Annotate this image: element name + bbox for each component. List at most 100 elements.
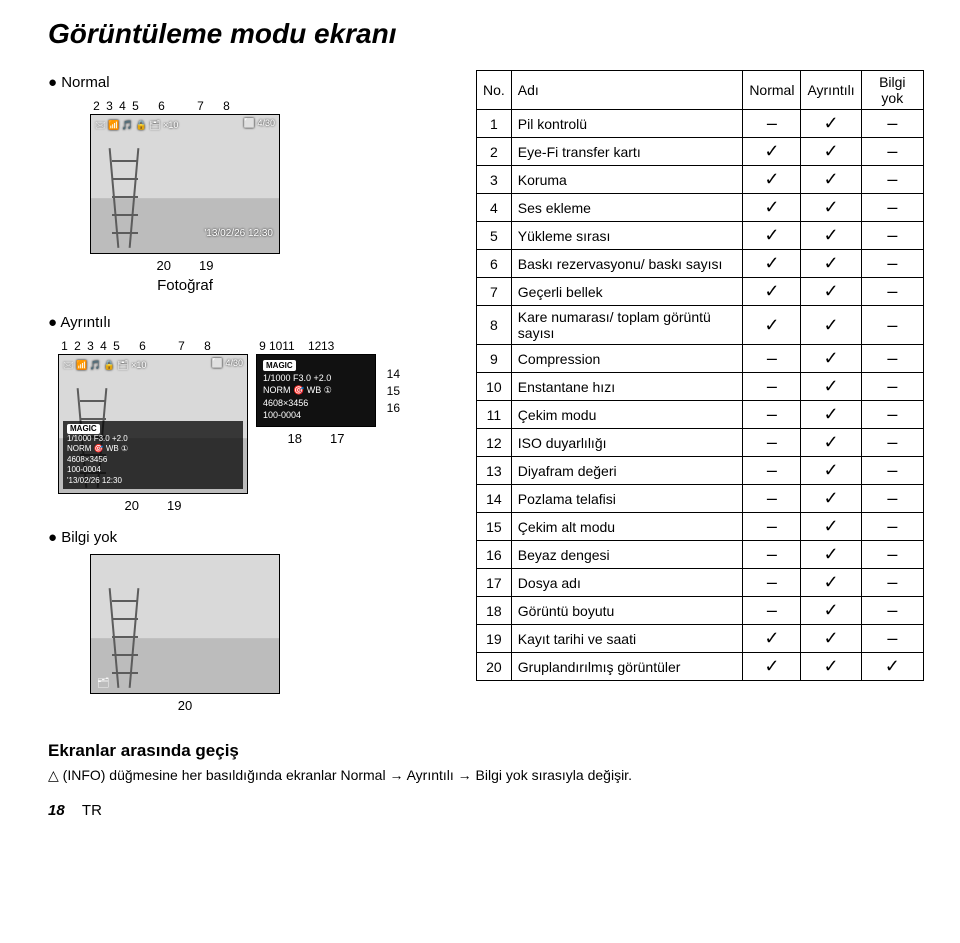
cell-mark: ✓ — [801, 513, 861, 541]
cell-no: 18 — [477, 597, 512, 625]
table-row: 19Kayıt tarihi ve saati✓✓– — [477, 625, 924, 653]
status-icons-2: 🖂 📶 🎵 🔒 🗂 ×10 — [63, 358, 146, 374]
mode-none-label: ● Bilgi yok — [48, 529, 458, 546]
cell-mark: – — [861, 222, 923, 250]
table-row: 17Dosya adı–✓– — [477, 569, 924, 597]
cell-name: Diyafram değeri — [511, 457, 743, 485]
cell-mark: ✓ — [743, 166, 801, 194]
cell-no: 8 — [477, 306, 512, 345]
cell-name: ISO duyarlılığı — [511, 429, 743, 457]
frame-counter: ⬜ 4/30 — [244, 118, 275, 134]
cell-mark: ✓ — [743, 306, 801, 345]
th-2: Normal — [743, 71, 801, 110]
callout-num: 9 — [256, 339, 269, 353]
cell-mark: ✓ — [801, 373, 861, 401]
cell-mark: ✓ — [801, 250, 861, 278]
status-bar-2: 🖂 📶 🎵 🔒 🗂 ×10 ⬜ 4/30 — [63, 358, 243, 374]
callout-row-normal-bottom: 20 19 — [90, 258, 458, 273]
callout-num: 8 — [220, 99, 233, 113]
cell-mark: ✓ — [743, 222, 801, 250]
callout-num: 2 — [71, 339, 84, 353]
cell-mark: – — [861, 541, 923, 569]
table-row: 18Görüntü boyutu–✓– — [477, 597, 924, 625]
th-4: Bilgi yok — [861, 71, 923, 110]
cell-name: Eye-Fi transfer kartı — [511, 138, 743, 166]
callout-17: 17 — [330, 431, 344, 446]
cell-no: 13 — [477, 457, 512, 485]
cell-name: Pozlama telafisi — [511, 485, 743, 513]
cell-no: 15 — [477, 513, 512, 541]
ov-l3: NORM 🎯 WB ① — [67, 444, 239, 454]
cell-mark: ✓ — [801, 625, 861, 653]
cell-mark: ✓ — [743, 194, 801, 222]
d2-l4: 4608×3456 — [263, 397, 369, 410]
cell-mark: – — [861, 194, 923, 222]
cell-name: Yükleme sırası — [511, 222, 743, 250]
cell-mark: – — [743, 457, 801, 485]
table-row: 20Gruplandırılmış görüntüler✓✓✓ — [477, 653, 924, 681]
callout-num — [181, 99, 194, 113]
callout-num: 6 — [155, 99, 168, 113]
callout-num: 7 — [175, 339, 188, 353]
cell-mark: ✓ — [801, 485, 861, 513]
cell-mark: ✓ — [743, 653, 801, 681]
cell-mark: ✓ — [801, 569, 861, 597]
cell-mark: – — [861, 138, 923, 166]
mode-normal-label: ● Normal — [48, 74, 458, 91]
cell-no: 19 — [477, 625, 512, 653]
cell-mark: – — [861, 457, 923, 485]
cell-name: Geçerli bellek — [511, 278, 743, 306]
cell-mark: – — [861, 278, 923, 306]
callout-20a: 20 — [157, 258, 171, 273]
cell-mark: ✓ — [743, 138, 801, 166]
callout-num: 6 — [136, 339, 149, 353]
cell-mark: – — [743, 373, 801, 401]
cell-name: Enstantane hızı — [511, 373, 743, 401]
group-icon: 🗂 — [97, 678, 110, 689]
callout-num: 1 — [58, 339, 71, 353]
cell-mark: – — [861, 401, 923, 429]
callout-num: 2 — [90, 99, 103, 113]
callout-row-det-left: 12345678 — [58, 339, 248, 353]
cell-name: Ses ekleme — [511, 194, 743, 222]
cell-mark: – — [861, 166, 923, 194]
cell-mark: – — [743, 429, 801, 457]
cell-mark: – — [861, 110, 923, 138]
table-row: 14Pozlama telafisi–✓– — [477, 485, 924, 513]
cell-name: Çekim modu — [511, 401, 743, 429]
cell-mark: ✓ — [861, 653, 923, 681]
magic-label-2: MAGIC — [263, 360, 296, 371]
feature-table: No.AdıNormalAyrıntılıBilgi yok 1Pil kont… — [476, 70, 924, 681]
callout-num: 3 — [103, 99, 116, 113]
magic-label: MAGIC — [67, 424, 100, 434]
status-icons: 🖂 📶 🎵 🔒 🗂 ×10 — [95, 118, 178, 134]
table-row: 15Çekim alt modu–✓– — [477, 513, 924, 541]
callout-num — [168, 99, 181, 113]
cell-no: 3 — [477, 166, 512, 194]
cell-mark: ✓ — [801, 541, 861, 569]
callout-20c: 20 — [90, 698, 280, 713]
frame-counter-2: ⬜ 4/30 — [212, 358, 243, 374]
cell-mark: ✓ — [801, 278, 861, 306]
callout-num: 7 — [194, 99, 207, 113]
table-row: 9Compression–✓– — [477, 345, 924, 373]
cell-no: 5 — [477, 222, 512, 250]
table-row: 1Pil kontrolü–✓– — [477, 110, 924, 138]
cell-name: Çekim alt modu — [511, 513, 743, 541]
cell-name: Compression — [511, 345, 743, 373]
table-row: 8Kare numarası/ toplam görüntü sayısı✓✓– — [477, 306, 924, 345]
th-0: No. — [477, 71, 512, 110]
ov-l5: 100-0004 — [67, 465, 239, 475]
cell-mark: – — [861, 429, 923, 457]
cell-no: 10 — [477, 373, 512, 401]
cell-mark: – — [861, 345, 923, 373]
cell-name: Gruplandırılmış görüntüler — [511, 653, 743, 681]
footer-body: △ (INFO) düğmesine her basıldığında ekra… — [48, 767, 924, 784]
callout-num: 10 — [269, 339, 282, 353]
cell-no: 6 — [477, 250, 512, 278]
cell-no: 4 — [477, 194, 512, 222]
cell-name: Baskı rezervasyonu/ baskı sayısı — [511, 250, 743, 278]
preview-normal: 🖂 📶 🎵 🔒 🗂 ×10 ⬜ 4/30 '13/02/26 12:30 — [90, 114, 280, 254]
cell-mark: – — [861, 485, 923, 513]
cell-mark: – — [743, 569, 801, 597]
